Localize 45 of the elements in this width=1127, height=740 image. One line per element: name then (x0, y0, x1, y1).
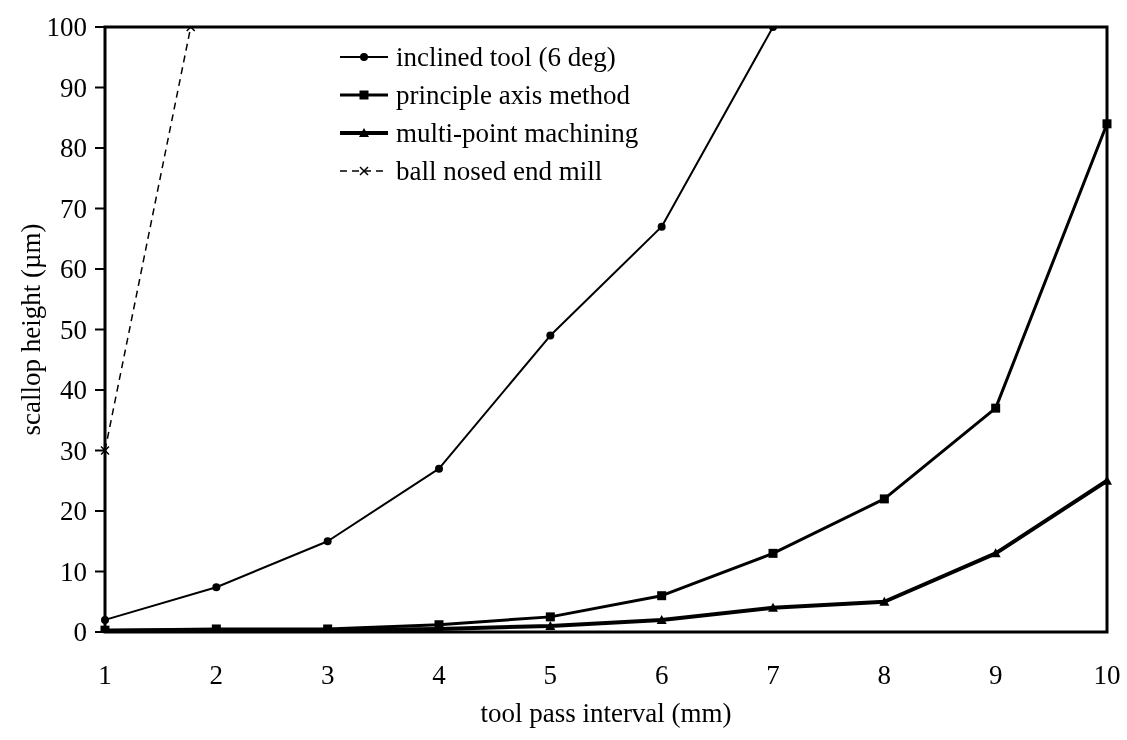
legend-label: multi-point machining (396, 118, 639, 149)
point (546, 331, 555, 340)
point (212, 583, 221, 592)
legend-label: inclined tool (6 deg) (396, 42, 616, 73)
point (1102, 119, 1112, 129)
point (545, 612, 555, 622)
point (101, 615, 109, 624)
point (768, 548, 778, 558)
legend-label: ball nosed end mill (396, 156, 603, 187)
point (435, 464, 443, 473)
x-tick-label: 2 (209, 660, 224, 690)
point (768, 602, 778, 612)
x-tick-label: 10 (1093, 660, 1121, 690)
y-tick-label: 70 (60, 193, 87, 224)
x-tick-label: 6 (654, 660, 669, 690)
x-tick-label: 4 (432, 660, 447, 690)
y-tick-label: 0 (73, 617, 87, 648)
x-tick-label: 7 (766, 660, 780, 690)
y-tick-label: 60 (60, 254, 87, 285)
point (657, 222, 666, 231)
x-tick-label: 1 (98, 660, 112, 690)
y-tick-label: 30 (60, 435, 87, 466)
x-tick-label: 8 (877, 660, 892, 690)
point (545, 620, 556, 630)
point (656, 614, 667, 624)
point (879, 596, 890, 606)
y-tick-label: 40 (60, 375, 87, 406)
x-tick-label: 5 (543, 660, 558, 690)
y-tick-label: 10 (60, 556, 87, 587)
y-axis-title: scallop height (µm) (16, 223, 46, 436)
point (990, 548, 1001, 558)
point (323, 537, 332, 546)
y-tick-label: 80 (60, 133, 87, 164)
point (100, 445, 110, 456)
point (657, 591, 667, 601)
y-tick-label: 50 (60, 314, 87, 345)
legend-label: principle axis method (396, 80, 631, 111)
x-tick-label: 3 (320, 660, 335, 690)
y-tick-label: 100 (46, 12, 87, 43)
point (879, 494, 889, 504)
x-axis-title: tool pass interval (mm) (480, 698, 732, 728)
y-tick-label: 20 (60, 496, 87, 527)
point (991, 403, 1001, 413)
y-tick-label: 90 (60, 72, 87, 103)
x-tick-label: 9 (988, 660, 1003, 690)
